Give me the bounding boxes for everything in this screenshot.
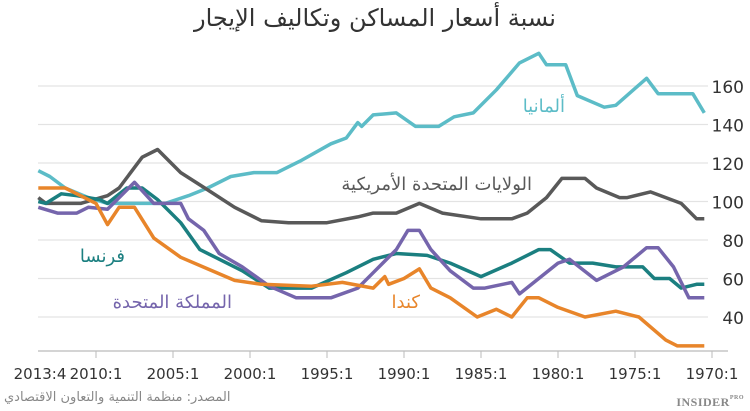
y-tick-label: 60 (722, 271, 744, 291)
x-tick-label: 1980:1 (532, 365, 585, 383)
series-label-0: ألمانيا (523, 94, 565, 117)
x-tick-label: 2005:1 (147, 365, 200, 383)
y-tick-label: 120 (712, 155, 744, 175)
series-label-4: كندا (392, 292, 421, 313)
x-tick-label: 2000:1 (224, 365, 277, 383)
series-line-0 (37, 51, 706, 206)
x-tick-label: 1985:1 (455, 365, 508, 383)
x-tick-label: 1995:1 (301, 365, 354, 383)
logo-sup: PRO (729, 395, 744, 401)
x-tick-label: 1970:1 (686, 365, 739, 383)
series-label-1: الولايات المتحدة الأمريكية (341, 173, 532, 195)
series-line-1 (37, 147, 705, 225)
x-tick-label: 1990:1 (378, 365, 431, 383)
y-tick-label: 100 (712, 194, 744, 214)
series-label-2: فرنسا (80, 246, 125, 267)
y-tick-label: 40 (722, 309, 744, 329)
series-line-3 (37, 180, 705, 300)
y-tick-label: 160 (712, 78, 744, 98)
series-line-2 (37, 186, 705, 290)
x-tick-label: 2013:4 (14, 365, 67, 383)
series-line-4 (38, 186, 705, 348)
y-tick-label: 140 (712, 117, 744, 137)
x-tick-label: 2010:1 (70, 365, 123, 383)
logo-text: INSIDER (676, 395, 730, 409)
series-label-3: المملكة المتحدة (113, 292, 232, 313)
insider-pro-logo: INSIDERPRO (676, 395, 744, 410)
source-note: المصدر: منظمة التنمية والتعاون الاقتصادي (4, 390, 231, 405)
chart-title: نسبة أسعار المساكن وتكاليف الإيجار (194, 4, 556, 32)
y-tick-label: 80 (722, 232, 744, 252)
x-tick-label: 1975:1 (609, 365, 662, 383)
